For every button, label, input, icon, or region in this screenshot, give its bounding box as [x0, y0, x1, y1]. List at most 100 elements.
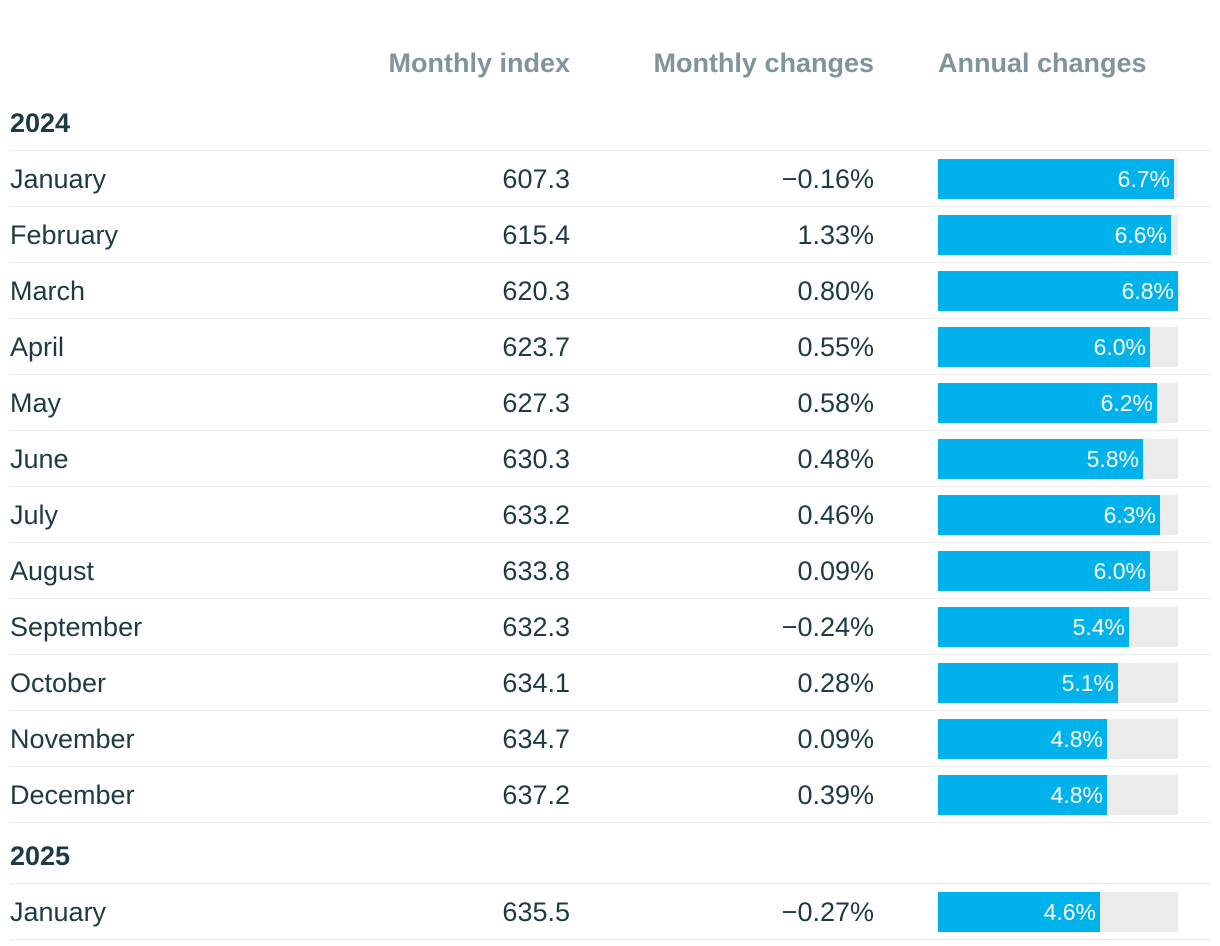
table-row: January 635.5 −0.27% 4.6%: [10, 884, 1210, 940]
monthly-change-cell: 0.28%: [797, 668, 874, 698]
month-cell: January: [10, 164, 107, 194]
annual-change-bar: 6.0%: [938, 327, 1150, 367]
annual-change-label: 6.7%: [1117, 166, 1170, 192]
year-label: 2025: [10, 841, 71, 871]
header-monthly-index: Monthly index: [388, 48, 571, 78]
monthly-index-cell: 634.1: [502, 668, 570, 698]
table-row: December 637.2 0.39% 4.8%: [10, 767, 1210, 823]
month-cell: November: [10, 724, 135, 754]
annual-change-bar-track: 6.0%: [938, 327, 1178, 367]
table-row: September 632.3 −0.24% 5.4%: [10, 599, 1210, 655]
annual-change-bar-track: 6.3%: [938, 495, 1178, 535]
monthly-change-cell: 0.09%: [797, 724, 874, 754]
annual-change-bar-track: 5.4%: [938, 607, 1178, 647]
monthly-index-cell: 633.8: [502, 556, 570, 586]
table-row: August 633.8 0.09% 6.0%: [10, 543, 1210, 599]
annual-change-bar: 4.6%: [938, 892, 1100, 932]
annual-change-label: 6.2%: [1100, 390, 1153, 416]
table-row: May 627.3 0.58% 6.2%: [10, 375, 1210, 431]
annual-change-bar-track: 4.6%: [938, 892, 1178, 932]
table-row: April 623.7 0.55% 6.0%: [10, 319, 1210, 375]
monthly-change-cell: 0.48%: [797, 444, 874, 474]
monthly-change-cell: −0.16%: [781, 164, 874, 194]
table-row: March 620.3 0.80% 6.8%: [10, 263, 1210, 319]
annual-change-label: 6.3%: [1103, 502, 1156, 528]
monthly-change-cell: 0.55%: [797, 332, 874, 362]
annual-change-label: 6.8%: [1121, 278, 1174, 304]
annual-change-bar-track: 4.8%: [938, 719, 1178, 759]
annual-change-label: 6.0%: [1093, 558, 1146, 584]
header-row: Monthly index Monthly changes Annual cha…: [10, 40, 1210, 90]
monthly-index-cell: 607.3: [502, 164, 570, 194]
monthly-change-cell: 0.58%: [797, 388, 874, 418]
annual-change-label: 6.6%: [1114, 222, 1167, 248]
month-cell: January: [10, 897, 107, 927]
monthly-change-cell: 0.80%: [797, 276, 874, 306]
table-row: November 634.7 0.09% 4.8%: [10, 711, 1210, 767]
annual-change-label: 4.8%: [1050, 782, 1103, 808]
annual-change-bar: 6.7%: [938, 159, 1174, 199]
annual-change-bar-track: 5.8%: [938, 439, 1178, 479]
monthly-change-cell: 0.39%: [797, 780, 874, 810]
table-row: February 615.4 1.33% 6.6%: [10, 207, 1210, 263]
table-row: October 634.1 0.28% 5.1%: [10, 655, 1210, 711]
annual-change-bar-track: 6.2%: [938, 383, 1178, 423]
month-cell: October: [10, 668, 107, 698]
monthly-index-cell: 635.5: [502, 897, 570, 927]
monthly-change-cell: 1.33%: [797, 220, 874, 250]
month-cell: April: [10, 332, 65, 362]
annual-change-bar: 5.1%: [938, 663, 1118, 703]
annual-change-label: 6.0%: [1093, 334, 1146, 360]
annual-change-bar: 5.4%: [938, 607, 1129, 647]
annual-change-bar-track: 6.0%: [938, 551, 1178, 591]
annual-change-bar: 6.6%: [938, 215, 1171, 255]
annual-change-bar: 6.2%: [938, 383, 1157, 423]
month-cell: September: [10, 612, 143, 642]
annual-change-label: 5.8%: [1086, 446, 1139, 472]
month-cell: February: [10, 220, 119, 250]
monthly-change-cell: −0.27%: [781, 897, 874, 927]
monthly-change-cell: −0.24%: [781, 612, 874, 642]
annual-change-label: 4.8%: [1050, 726, 1103, 752]
annual-change-bar-track: 4.8%: [938, 775, 1178, 815]
month-cell: July: [10, 500, 59, 530]
annual-change-bar: 4.8%: [938, 775, 1107, 815]
monthly-index-cell: 627.3: [502, 388, 570, 418]
annual-change-bar-track: 6.7%: [938, 159, 1178, 199]
table-row: June 630.3 0.48% 5.8%: [10, 431, 1210, 487]
data-table: Monthly index Monthly changes Annual cha…: [10, 40, 1210, 940]
annual-change-bar: 6.3%: [938, 495, 1160, 535]
annual-change-bar-track: 6.8%: [938, 271, 1178, 311]
annual-change-label: 5.1%: [1061, 670, 1114, 696]
annual-change-bar-track: 6.6%: [938, 215, 1178, 255]
monthly-index-cell: 623.7: [502, 332, 570, 362]
monthly-index-cell: 633.2: [502, 500, 570, 530]
annual-change-label: 5.4%: [1072, 614, 1125, 640]
annual-change-label: 4.6%: [1043, 899, 1096, 925]
table-row: January 607.3 −0.16% 6.7%: [10, 151, 1210, 207]
monthly-index-cell: 620.3: [502, 276, 570, 306]
monthly-change-cell: 0.09%: [797, 556, 874, 586]
month-cell: March: [10, 276, 86, 306]
year-row: 2025: [10, 823, 1210, 884]
annual-change-bar: 6.0%: [938, 551, 1150, 591]
annual-change-bar: 6.8%: [938, 271, 1178, 311]
annual-change-bar: 4.8%: [938, 719, 1107, 759]
month-cell: August: [10, 556, 95, 586]
monthly-index-cell: 632.3: [502, 612, 570, 642]
monthly-index-cell: 630.3: [502, 444, 570, 474]
month-cell: December: [10, 780, 135, 810]
year-label: 2024: [10, 108, 71, 138]
header-annual-changes: Annual changes: [938, 48, 1147, 78]
month-cell: June: [10, 444, 69, 474]
table-row: July 633.2 0.46% 6.3%: [10, 487, 1210, 543]
year-row: 2024: [10, 90, 1210, 151]
table-body: 2024 January 607.3 −0.16% 6.7% February 615.4 1…: [10, 90, 1210, 940]
monthly-index-cell: 637.2: [502, 780, 570, 810]
monthly-change-cell: 0.46%: [797, 500, 874, 530]
monthly-index-cell: 615.4: [502, 220, 570, 250]
header-monthly-changes: Monthly changes: [653, 48, 874, 78]
monthly-index-cell: 634.7: [502, 724, 570, 754]
annual-change-bar: 5.8%: [938, 439, 1143, 479]
month-cell: May: [10, 388, 62, 418]
